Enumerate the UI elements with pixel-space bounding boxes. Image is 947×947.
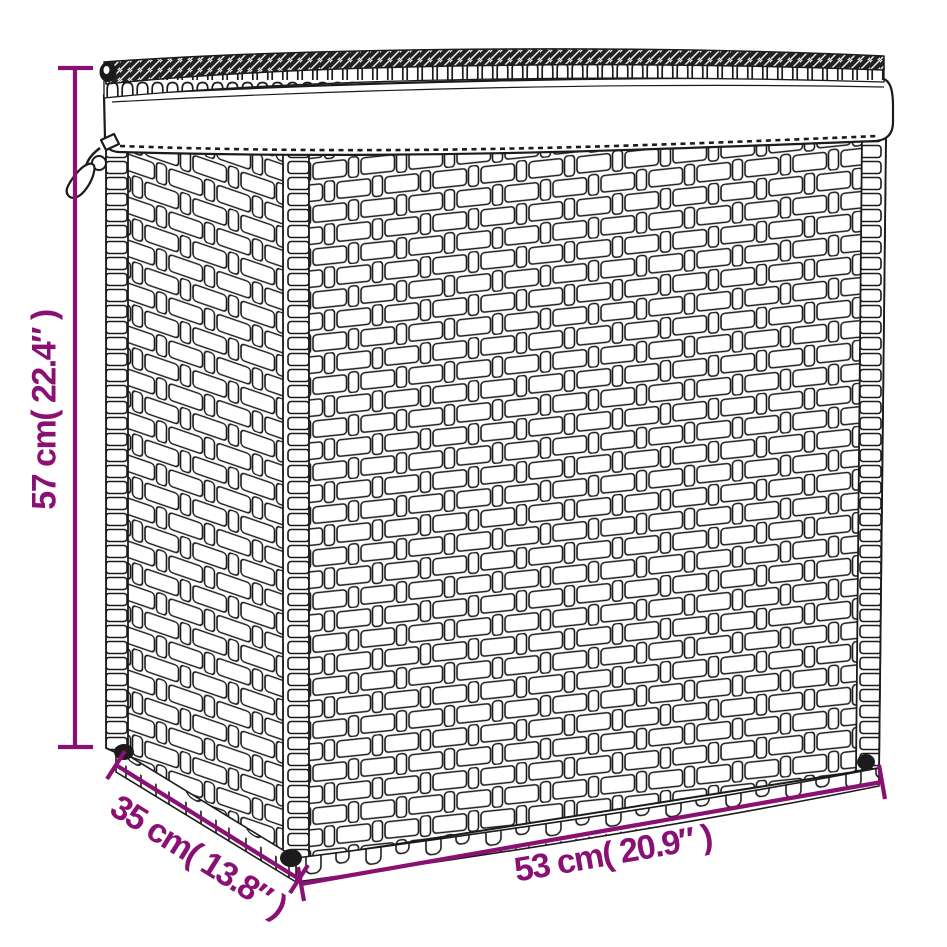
basket-left-corner-post — [105, 89, 129, 759]
height-dimension-line — [58, 65, 93, 750]
dimension-lines — [58, 65, 888, 902]
basket-left-face — [115, 91, 297, 861]
zipper-teeth-line — [119, 134, 879, 152]
width-dimension-line — [295, 764, 888, 902]
liner-fold-line — [111, 84, 885, 103]
basket-right-corner-post — [855, 131, 887, 772]
basket-liner-band — [102, 76, 895, 157]
lid-braided-edge — [103, 48, 885, 85]
rim-tube-end-highlight — [103, 66, 110, 74]
basket-front-corner-post — [282, 147, 310, 865]
height-dimension-label: 57 cm( 22.4″ ) — [25, 310, 64, 510]
basket-bottom-fringe-front — [295, 767, 880, 883]
basket-front-face — [295, 131, 887, 861]
basket-body — [65, 48, 895, 883]
